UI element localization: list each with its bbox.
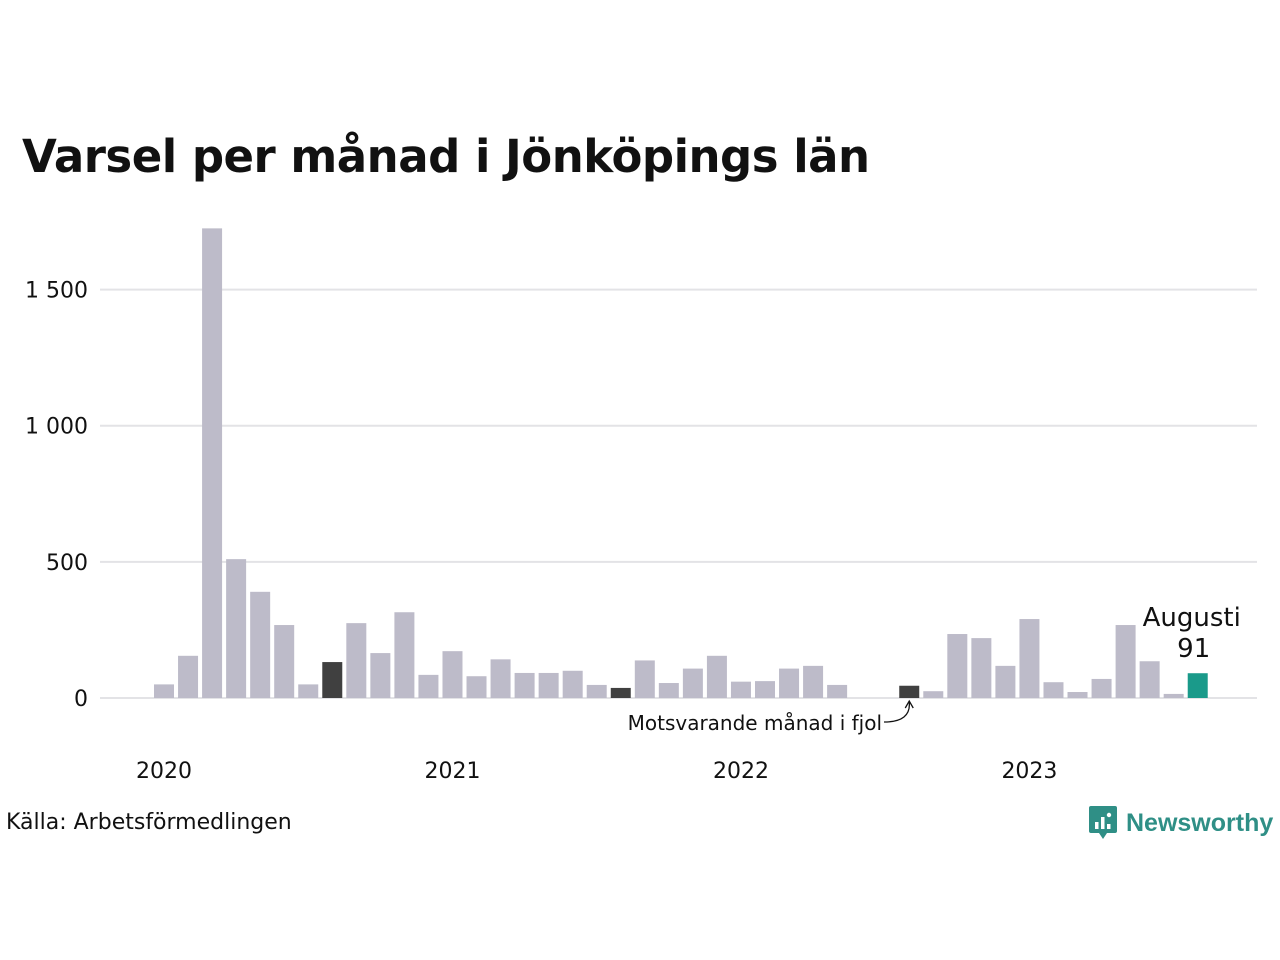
bar	[658, 683, 679, 698]
bar	[634, 660, 655, 698]
bar	[202, 228, 223, 698]
bar	[370, 653, 391, 698]
bar	[1115, 625, 1136, 698]
bar	[250, 591, 271, 698]
x-axis-tick-labels: 2020 2021 2022 2023	[136, 759, 1057, 784]
bar	[586, 684, 607, 698]
bar	[346, 623, 367, 698]
bar-chart: 0 500 1 000 1 500 2020 2021 2022 2023 Augusti9…	[25, 228, 1257, 784]
bar-prior-year	[610, 687, 631, 698]
bar	[779, 668, 800, 698]
bar	[947, 634, 968, 698]
prior-year-arrow	[883, 701, 910, 723]
current-month-label: Augusti	[1143, 603, 1241, 633]
bar	[394, 612, 415, 698]
bar	[226, 559, 247, 698]
chart-title: Varsel per månad i Jönköpings län	[22, 130, 870, 183]
bar	[803, 665, 824, 698]
y-tick-label: 1 500	[25, 279, 88, 304]
bar	[923, 691, 944, 698]
bar	[971, 638, 992, 698]
bar	[178, 655, 199, 698]
source-note: Källa: Arbetsförmedlingen	[6, 810, 292, 835]
bar-prior-year	[899, 685, 920, 698]
bar	[442, 651, 463, 698]
bar-current-month	[1187, 673, 1208, 698]
x-tick-label: 2021	[424, 759, 480, 784]
bar	[466, 676, 487, 698]
bar	[1043, 682, 1064, 698]
bar	[490, 659, 511, 698]
x-tick-label: 2022	[713, 759, 769, 784]
bar	[1163, 693, 1184, 698]
bar	[514, 672, 535, 698]
x-tick-label: 2023	[1001, 759, 1057, 784]
current-value-label: 91	[1177, 634, 1210, 664]
y-tick-label: 1 000	[25, 415, 88, 440]
bar	[1067, 692, 1088, 698]
prior-year-label: Motsvarande månad i fjol	[628, 711, 882, 735]
newsworthy-logo: Newsworthy	[1088, 804, 1273, 842]
newsworthy-logo-text: Newsworthy	[1126, 808, 1274, 837]
bar	[755, 681, 775, 698]
bar	[995, 665, 1016, 698]
bar	[827, 684, 848, 698]
y-axis-tick-labels: 0 500 1 000 1 500	[25, 279, 88, 712]
bar	[154, 684, 174, 698]
gridlines	[100, 288, 1257, 699]
bar	[682, 668, 703, 698]
bar	[298, 684, 319, 698]
bars	[154, 228, 1208, 698]
y-tick-label: 500	[46, 551, 88, 576]
bar	[1091, 678, 1112, 698]
bar	[1019, 619, 1040, 698]
bar	[274, 625, 295, 698]
bar	[1139, 661, 1160, 698]
bar	[418, 674, 439, 698]
newsworthy-logo-icon	[1089, 806, 1117, 839]
bar	[706, 655, 727, 698]
prior-year-arrowhead	[904, 699, 914, 709]
bar	[538, 672, 559, 698]
bar	[562, 670, 583, 698]
x-tick-label: 2020	[136, 759, 192, 784]
y-tick-label: 0	[74, 687, 88, 712]
bar	[730, 681, 751, 698]
bar-prior-year	[322, 662, 343, 698]
